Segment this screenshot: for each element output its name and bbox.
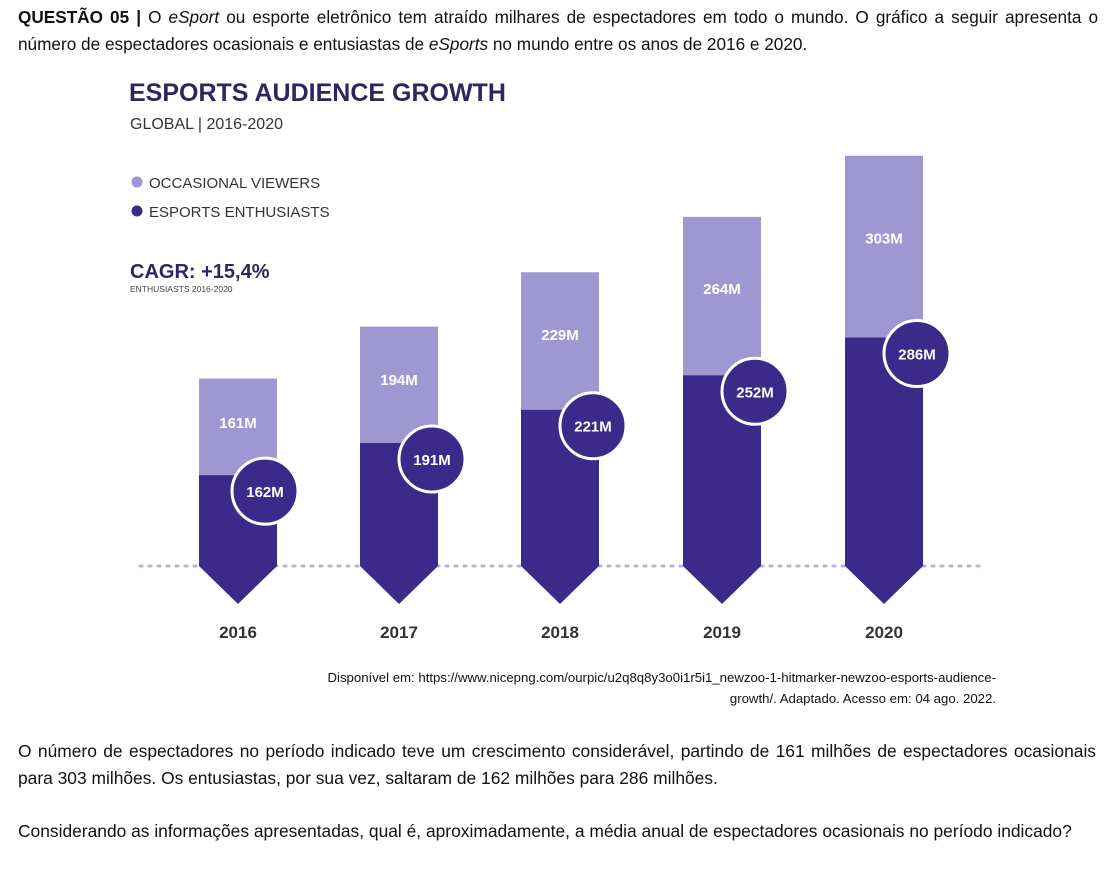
x-tick-label-2018: 2018 [541,623,579,642]
bubble-enthusiasts-2019 [720,356,790,426]
bar-group-2016: 161M 162M 2016 [199,378,300,642]
bars-layer: 161M 162M 2016 194M 191M 2017 229M 221M 2018 264M… [138,155,987,642]
label-occasional-2020: 303M [865,231,903,248]
bar-enthusiasts-2016 [199,475,277,604]
bar-occasional-2019 [683,216,761,376]
bar-group-2017: 194M 191M 2017 [360,326,467,642]
label-enthusiasts-2020: 286M [898,347,936,364]
label-occasional-2019: 264M [703,281,741,298]
x-tick-label-2020: 2020 [865,623,903,642]
x-tick-label-2019: 2019 [703,623,741,642]
question-intro-1: O [148,7,169,27]
bubble-enthusiasts-2018 [558,391,628,461]
legend-marker-enthusiasts [131,205,143,217]
source-line-2: growth/. Adaptado. Acesso em: 04 ago. 20… [729,691,996,706]
question-intro-3: no mundo entre os anos de 2016 e 2020. [488,34,808,54]
question-intro-2: ou esporte eletrônico tem atraído milhar… [18,7,1099,54]
x-tick-label-2016: 2016 [219,623,257,642]
bar-enthusiasts-2018 [521,409,599,604]
label-occasional-2016: 161M [219,415,257,432]
bar-enthusiasts-2019 [683,375,761,604]
bar-occasional-2020 [845,155,923,338]
bar-occasional-2017 [360,326,438,443]
cagr-annotation: CAGR: +15,4% [130,261,270,283]
bar-enthusiasts-2020 [845,337,923,604]
legend-label-enthusiasts: ESPORTS ENTHUSIASTS [149,204,330,221]
chart-title: ESPORTS AUDIENCE GROWTH [129,79,506,107]
source-line-1: Disponível em: https://www.nicepng.com/o… [327,670,996,685]
label-enthusiasts-2018: 221M [574,419,612,436]
question-statement: QUESTÃO 05 | O eSport ou esporte eletrôn… [18,4,1098,58]
bubble-enthusiasts-2017 [397,424,467,494]
label-occasional-2018: 229M [541,327,579,344]
bubble-enthusiasts-2020 [882,319,952,389]
question-intro-em-2: eSports [428,34,489,54]
label-enthusiasts-2016: 162M [246,484,284,501]
bar-group-2020: 303M 286M 2020 [845,155,952,642]
label-enthusiasts-2017: 191M [413,452,451,469]
bubble-enthusiasts-2016 [230,456,300,526]
chart-subtitle: GLOBAL | 2016-2020 [130,116,283,133]
legend-marker-occasional [131,176,143,188]
label-enthusiasts-2019: 252M [736,384,774,401]
paragraph-1: O número de espectadores no período indi… [18,741,1096,788]
source-citation: Disponível em: https://www.nicepng.com/o… [120,667,996,709]
label-occasional-2017: 194M [380,372,418,389]
x-tick-label-2017: 2017 [380,623,418,642]
bar-occasional-2016 [199,378,277,476]
bar-occasional-2018 [521,272,599,410]
bar-group-2018: 229M 221M 2018 [521,272,628,642]
cagr-subtitle: ENTHUSIASTS 2016-2020 [130,284,233,294]
bar-group-2019: 264M 252M 2019 [683,216,790,642]
question-label: QUESTÃO 05 | [18,7,142,27]
paragraph-2: Considerando as informações apresentadas… [18,821,1072,841]
question-intro-em-1: eSport [168,7,220,27]
bar-enthusiasts-2017 [360,442,438,604]
legend-label-occasional: OCCASIONAL VIEWERS [149,175,320,192]
